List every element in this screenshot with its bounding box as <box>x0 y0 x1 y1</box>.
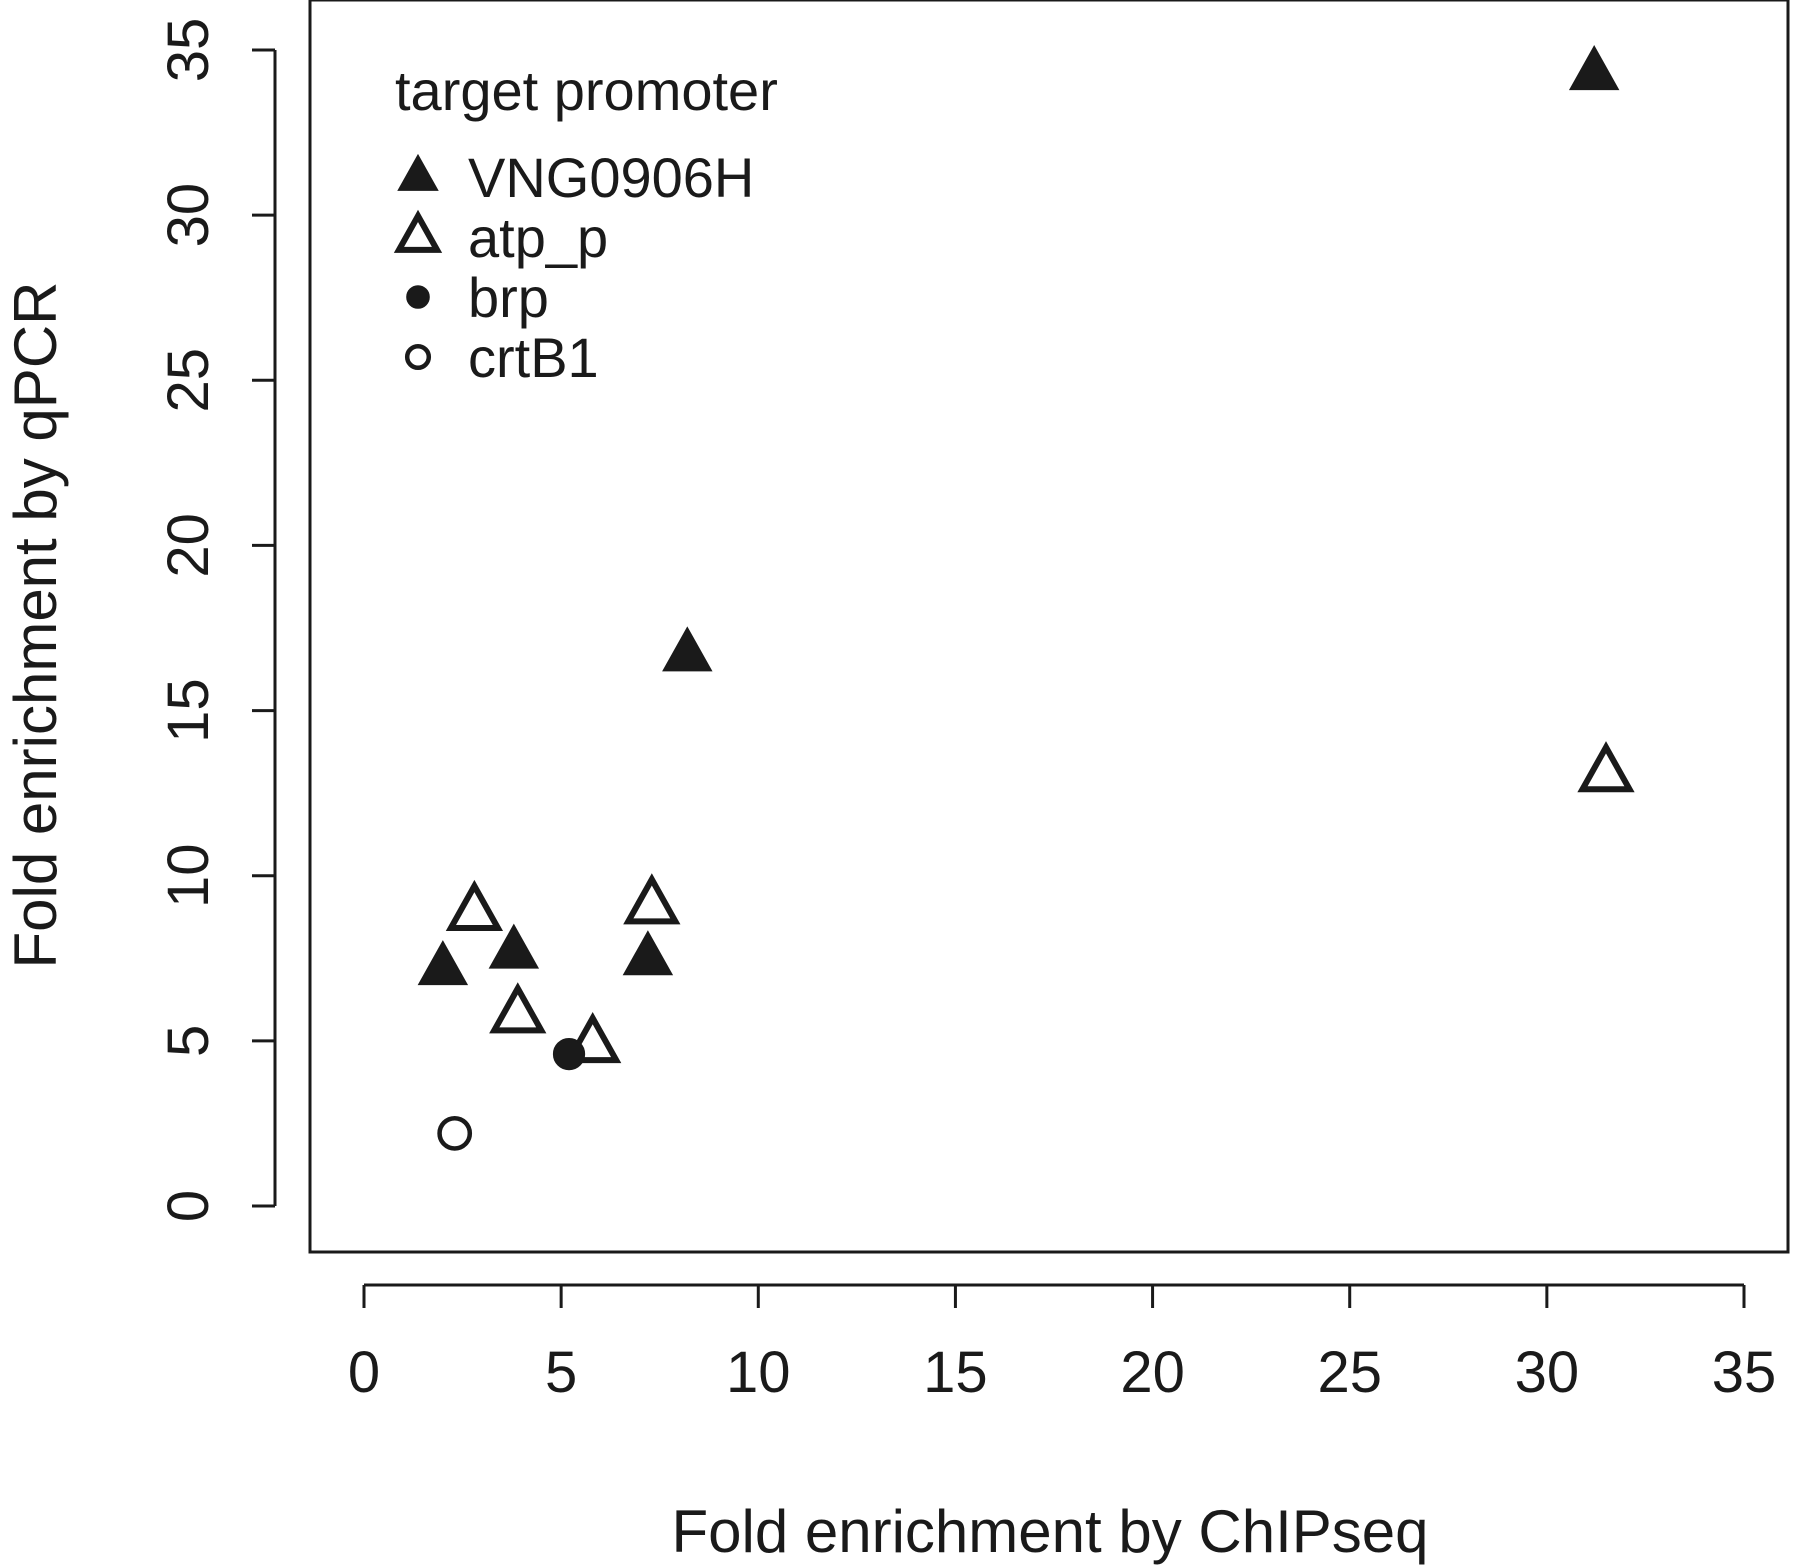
point-atp-p <box>1577 741 1635 793</box>
legend-label: crtB1 <box>468 326 599 389</box>
point-vng0906h <box>417 940 469 986</box>
legend-label: atp_p <box>468 206 608 269</box>
x-tick-label: 15 <box>923 1340 988 1405</box>
point-atp-p <box>445 879 504 932</box>
legend-title: target promoter <box>395 59 778 122</box>
legend-marker <box>393 209 443 253</box>
y-tick-label: 35 <box>156 18 221 83</box>
y-tick-label: 30 <box>156 183 221 248</box>
y-tick-label: 0 <box>156 1190 221 1222</box>
point-atp-p <box>623 873 681 925</box>
x-tick-label: 0 <box>348 1340 380 1405</box>
point-crtb1 <box>437 1115 473 1151</box>
legend-marker <box>406 285 430 309</box>
x-tick-label: 35 <box>1712 1340 1777 1405</box>
legend-item-crtb1: crtB1 <box>404 326 599 389</box>
y-tick-label: 5 <box>156 1025 221 1057</box>
point-atp-p <box>564 1011 622 1064</box>
legend-item-atp-p: atp_p <box>393 206 608 269</box>
point-brp <box>552 1037 586 1071</box>
point-vng0906h <box>662 626 713 672</box>
y-tick-label: 20 <box>156 513 221 578</box>
y-tick-label: 25 <box>156 348 221 413</box>
legend-marker <box>404 343 432 371</box>
y-axis: 0 5 10 15 20 25 30 35 <box>156 18 277 1222</box>
y-tick-label: 10 <box>156 843 221 908</box>
point-atp-p <box>489 982 547 1034</box>
x-tick-label: 5 <box>545 1340 577 1405</box>
point-vng0906h <box>488 923 540 969</box>
legend-item-brp: brp <box>406 266 549 329</box>
point-vng0906h <box>1568 45 1620 91</box>
x-tick-label: 30 <box>1515 1340 1580 1405</box>
legend-label: VNG0906H <box>468 146 754 209</box>
legend-marker <box>397 153 439 191</box>
point-vng0906h <box>622 930 674 976</box>
y-tick-label: 15 <box>156 678 221 743</box>
x-axis-label: Fold enrichment by ChIPseq <box>671 1498 1428 1565</box>
legend-item-vng0906h: VNG0906H <box>397 146 754 209</box>
data-points <box>417 45 1635 1151</box>
x-axis: 0 5 10 15 20 25 30 35 <box>348 1283 1777 1405</box>
x-tick-label: 25 <box>1317 1340 1382 1405</box>
x-tick-label: 10 <box>726 1340 791 1405</box>
plot-frame <box>308 0 1790 1254</box>
legend-label: brp <box>468 266 549 329</box>
y-axis-label: Fold enrichment by qPCR <box>2 282 69 969</box>
x-tick-label: 20 <box>1120 1340 1185 1405</box>
